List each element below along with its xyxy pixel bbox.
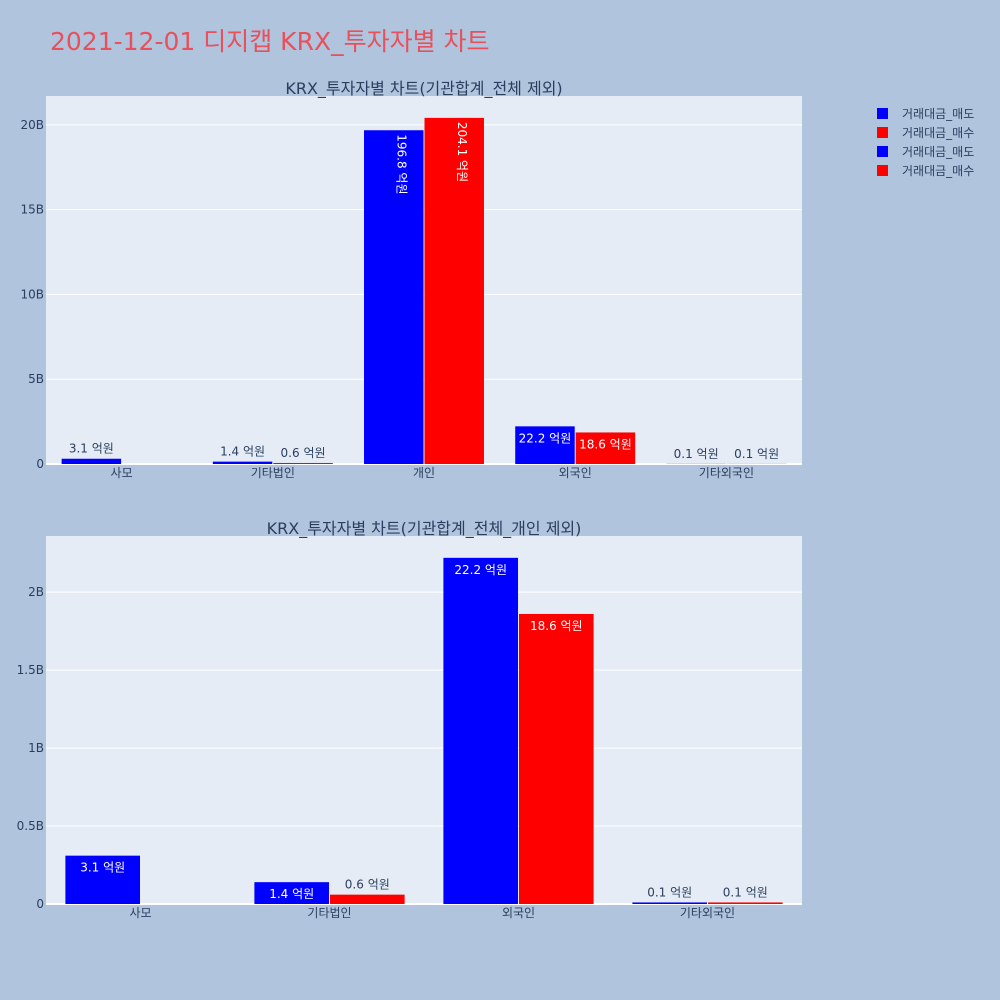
data-label: 0.6 억원 (281, 446, 326, 460)
data-label: 0.6 억원 (345, 878, 390, 892)
data-label: 3.1 억원 (69, 442, 114, 456)
y-tick-label: 1B (28, 741, 44, 755)
data-label: 0.1 억원 (734, 447, 779, 461)
data-label: 0.1 억원 (674, 447, 719, 461)
bar (443, 557, 518, 904)
y-tick-label: 1.5B (17, 663, 44, 677)
data-label: 0.1 억원 (723, 885, 768, 899)
y-tick-label: 5B (28, 372, 44, 386)
subplot-title: KRX_투자자별 차트(기관합계_전체_개인 제외) (267, 519, 582, 539)
bar (273, 462, 333, 464)
subplot-2: 0 0.5B 1B 1.5B 2B KRX_투자자별 차트(기관합계_전체_개인 제외) 사… (17, 519, 802, 920)
bar (424, 117, 484, 464)
data-label: 0.1 억원 (647, 885, 692, 899)
subplot-title: KRX_투자자별 차트(기관합계_전체 제외) (285, 79, 562, 99)
legend-label[interactable]: 거래대금_매수 (902, 164, 974, 178)
data-label: 3.1 억원 (80, 861, 125, 875)
x-tick-label: 기타법인 (251, 466, 295, 480)
legend-swatch[interactable] (877, 146, 888, 157)
data-label: 1.4 억원 (220, 445, 265, 459)
bar (61, 458, 122, 464)
bar (212, 461, 273, 464)
bar (65, 855, 140, 904)
legend-swatch[interactable] (877, 108, 888, 119)
data-label: 196.8 억원 (394, 134, 408, 194)
legend-label[interactable]: 거래대금_매도 (902, 107, 974, 121)
x-tick-label: 기타외국인 (680, 906, 735, 920)
plot-area (46, 536, 802, 904)
legend-swatch[interactable] (877, 127, 888, 138)
data-label: 18.6 억원 (530, 619, 583, 633)
y-tick-label: 0 (36, 457, 44, 471)
data-label: 22.2 억원 (454, 563, 507, 577)
bar (519, 613, 594, 904)
plot-area (46, 96, 802, 464)
bar (708, 902, 783, 904)
y-tick-label: 10B (20, 287, 44, 301)
bar (515, 426, 575, 464)
x-tick-label: 사모 (111, 466, 133, 480)
x-tick-label: 기타외국인 (699, 466, 754, 480)
y-tick-label: 0.5B (17, 819, 44, 833)
bar (575, 432, 636, 464)
x-tick-label: 사모 (129, 906, 151, 920)
data-label: 22.2 억원 (519, 431, 572, 445)
bar (330, 894, 405, 904)
x-tick-label: 외국인 (502, 906, 535, 920)
legend-label[interactable]: 거래대금_매수 (902, 126, 974, 140)
data-label: 1.4 억원 (269, 887, 314, 901)
subplot-1: 0 5B 10B 15B 20B KRX_투자자별 차트(기관합계_전체 제외) 사모 3.1… (20, 79, 802, 480)
y-tick-label: 15B (20, 203, 44, 217)
y-tick-label: 2B (28, 585, 44, 599)
x-tick-label: 기타법인 (307, 906, 351, 920)
data-label: 18.6 억원 (579, 437, 632, 451)
x-tick-label: 개인 (413, 466, 435, 480)
bar (254, 882, 329, 904)
y-tick-label: 20B (20, 118, 44, 132)
x-tick-label: 외국인 (559, 466, 592, 480)
bar (632, 902, 707, 904)
y-tick-label: 0 (36, 897, 44, 911)
bar (364, 130, 424, 464)
data-label: 204.1 억원 (455, 122, 469, 182)
legend-swatch[interactable] (877, 165, 888, 176)
page-title: 2021-12-01 디지캡 KRX_투자자별 차트 (50, 27, 490, 56)
legend-label[interactable]: 거래대금_매도 (902, 145, 974, 159)
